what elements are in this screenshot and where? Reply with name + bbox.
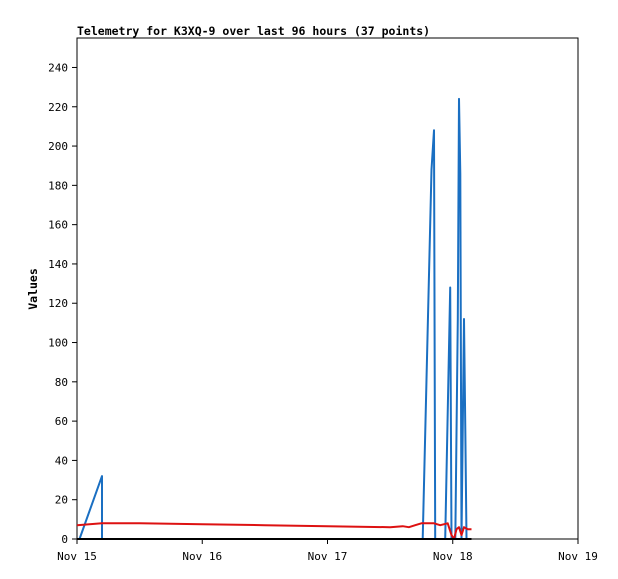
y-tick-label: 100: [48, 337, 68, 350]
series-line-2: [76, 522, 472, 540]
x-tick-label: Nov 19: [558, 550, 598, 563]
x-tick-label: Nov 15: [57, 550, 97, 563]
x-axis-ticks: Nov 15 Nov 16 Nov 17 Nov 18 Nov 19: [57, 539, 598, 563]
y-tick-label: 140: [48, 258, 68, 271]
y-tick-label: 120: [48, 297, 68, 310]
x-tick-label: Nov 17: [308, 550, 348, 563]
chart-title: Telemetry for K3XQ-9 over last 96 hours …: [77, 24, 430, 38]
y-tick-label: 20: [55, 494, 68, 507]
y-axis-label: Values: [26, 268, 40, 310]
y-axis-ticks: 0 20 40 60 80 100 120 140 160 180 200 220 240: [48, 61, 77, 546]
x-tick-label: Nov 18: [433, 550, 473, 563]
y-tick-label: 240: [48, 61, 68, 74]
y-tick-label: 200: [48, 140, 68, 153]
y-tick-label: 60: [55, 415, 68, 428]
plot-frame: [76, 37, 579, 540]
series-layer: [76, 97, 472, 540]
y-tick-label: 80: [55, 376, 68, 389]
series-line-1: [78, 97, 468, 540]
y-tick-label: 0: [61, 533, 68, 546]
y-tick-label: 40: [55, 454, 68, 467]
x-tick-label: Nov 16: [182, 550, 222, 563]
y-tick-label: 160: [48, 219, 68, 232]
y-tick-label: 220: [48, 101, 68, 114]
y-tick-label: 180: [48, 179, 68, 192]
